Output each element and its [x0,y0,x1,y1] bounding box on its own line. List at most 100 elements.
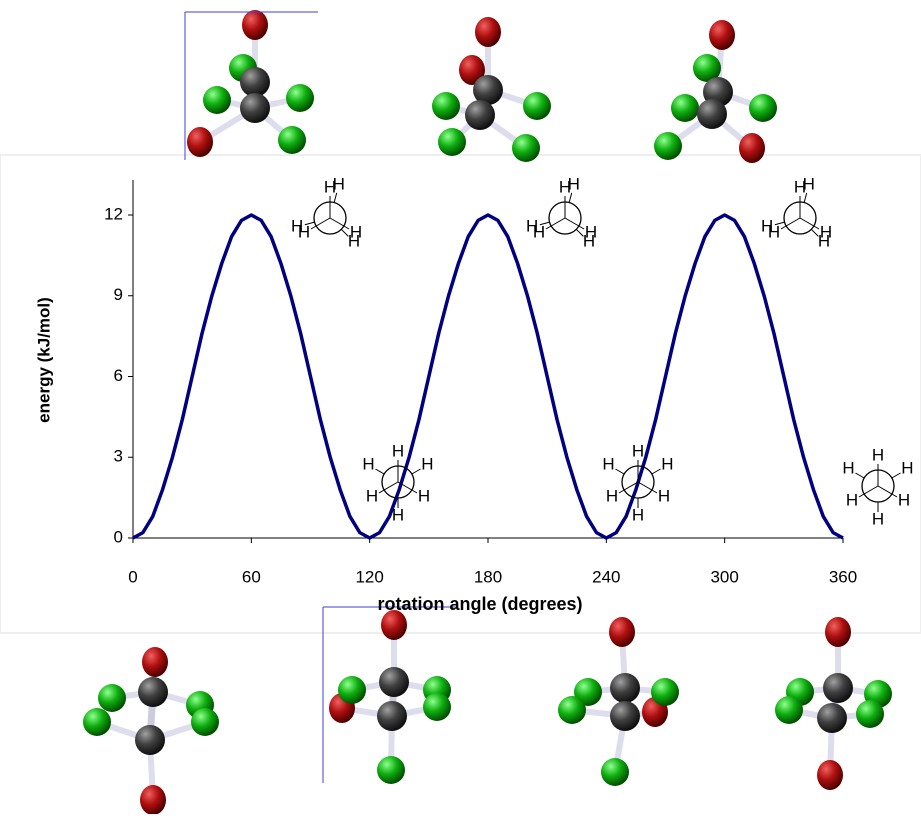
atom [286,84,314,112]
carbon [697,99,727,129]
atom-label: H [658,486,670,505]
y-tick-label: 12 [104,204,123,223]
atom-label: H [583,232,595,251]
carbon [465,100,495,130]
atom-label: H [324,177,336,196]
bond [545,217,566,230]
atom [432,92,460,120]
y-axis-label: energy (kJ/mol) [34,297,53,423]
y-tick-label: 3 [114,447,123,466]
atom [739,133,765,163]
carbon [240,93,270,123]
bond [858,485,879,498]
atom-label: H [661,454,673,473]
bond [575,228,584,237]
bond [304,221,315,226]
atom-label: H [606,486,618,505]
atom-label: H [333,175,345,194]
atom [98,684,126,712]
atom [654,132,682,160]
bond [397,481,418,494]
atom-label: H [818,232,830,251]
x-tick-label: 60 [242,567,261,586]
atom-label: H [526,216,538,235]
atom [825,617,851,647]
carbon [817,703,847,733]
bond [810,228,819,237]
x-axis-label: rotation angle (degrees) [377,594,582,614]
atom [601,758,629,786]
bond [877,485,898,498]
atom-label: H [803,175,815,194]
atom-label: H [602,454,614,473]
atom-label: H [872,445,884,464]
atom-label: H [846,490,858,509]
bond [564,217,585,230]
atom-label: H [568,175,580,194]
bond [891,472,901,479]
carbon [135,725,165,755]
molecules [83,10,892,815]
atom-label: H [842,458,854,477]
atom-label: H [418,486,430,505]
atom-label: H [421,454,433,473]
atom [475,17,501,47]
atom [142,647,168,677]
x-tick-label: 0 [128,567,137,586]
atom-label: H [533,222,545,241]
atom-label: H [362,454,374,473]
atom-label: H [392,505,404,524]
atom-label: H [559,177,571,196]
plot-background [0,154,921,634]
atom [338,676,366,704]
atom-label: H [585,222,597,241]
carbon [610,701,640,731]
atom [671,94,699,122]
atom-label: H [761,216,773,235]
carbon [377,701,407,731]
x-tick-label: 120 [355,567,383,586]
atom [203,86,231,114]
atom [856,700,884,728]
atom [191,708,219,736]
atom [381,610,407,640]
atom [242,10,268,40]
atom-label: H [366,486,378,505]
bond [378,481,399,494]
carbon [240,67,270,97]
atom [377,756,405,784]
atom [512,134,540,162]
atom [187,127,213,157]
atom [709,20,735,50]
bond [615,468,625,475]
bond [637,481,658,494]
carbon [138,677,168,707]
bond [780,217,801,230]
bond [310,217,331,230]
x-tick-label: 180 [474,567,502,586]
atom [574,678,602,706]
atom-label: H [348,232,360,251]
y-tick-label: 6 [114,366,123,385]
atom [83,708,111,736]
bond [375,468,385,475]
atom [609,617,635,647]
atom-label: H [768,222,780,241]
atom [459,55,485,85]
atom [140,785,166,815]
x-tick-label: 240 [592,567,620,586]
atom-label: H [820,222,832,241]
carbon [473,75,503,105]
atom [693,54,721,82]
carbon [823,673,853,703]
atom-label: H [794,177,806,196]
atom-label: H [872,509,884,528]
bond [340,228,349,237]
bond [803,192,808,203]
atom [749,94,777,122]
bond [799,217,820,230]
bond [651,468,661,475]
atom [558,696,586,724]
atom [278,126,306,154]
